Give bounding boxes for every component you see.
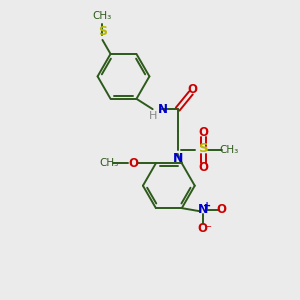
Text: CH₃: CH₃ xyxy=(93,11,112,21)
Text: S: S xyxy=(199,142,208,155)
Text: O: O xyxy=(199,161,208,174)
Text: +: + xyxy=(203,201,211,211)
Text: N: N xyxy=(197,203,208,216)
Text: O: O xyxy=(128,157,138,170)
Text: CH₃: CH₃ xyxy=(99,158,119,168)
Text: O: O xyxy=(198,222,208,235)
Text: S: S xyxy=(98,26,107,38)
Text: ⁻: ⁻ xyxy=(206,224,211,234)
Text: N: N xyxy=(158,103,168,116)
Text: O: O xyxy=(216,203,226,216)
Text: H: H xyxy=(148,111,157,121)
Text: O: O xyxy=(199,126,208,139)
Text: O: O xyxy=(188,83,197,96)
Text: CH₃: CH₃ xyxy=(220,146,239,155)
Text: N: N xyxy=(172,152,183,165)
